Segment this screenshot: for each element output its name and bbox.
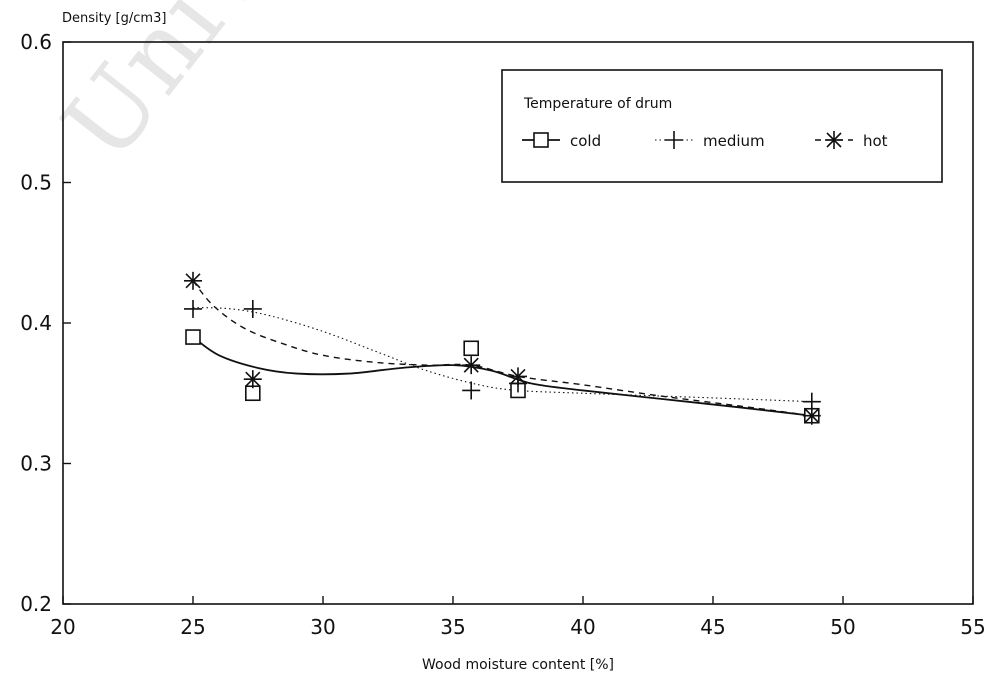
marker-layer bbox=[184, 271, 821, 425]
series-hot-point bbox=[802, 406, 821, 425]
legend-item-medium: medium bbox=[655, 131, 765, 150]
legend-title: Temperature of drum bbox=[523, 96, 672, 112]
series-medium-line bbox=[192, 306, 812, 403]
legend-label: medium bbox=[703, 132, 765, 150]
legend-items: cold medium hot bbox=[522, 131, 888, 150]
legend-swatch-marker bbox=[825, 131, 843, 149]
series-medium-point bbox=[243, 299, 262, 318]
series-cold-line bbox=[192, 336, 812, 417]
x-tick-label: 20 bbox=[50, 615, 75, 639]
y-tick-label: 0.6 bbox=[20, 30, 52, 54]
series-cold-point bbox=[185, 329, 201, 345]
y-axis-label: Density [g/cm3] bbox=[62, 11, 166, 26]
legend-swatch-marker bbox=[533, 132, 549, 148]
series-hot-line bbox=[192, 280, 812, 417]
x-tick-label: 55 bbox=[960, 615, 985, 639]
y-tick-label: 0.5 bbox=[20, 171, 52, 195]
x-tick-label: 30 bbox=[310, 615, 335, 639]
y-tick-label: 0.3 bbox=[20, 452, 52, 476]
x-tick-label: 25 bbox=[180, 615, 205, 639]
legend-box bbox=[501, 69, 943, 183]
x-axis-label: Wood moisture content [%] bbox=[422, 657, 614, 673]
series-hot-point bbox=[462, 356, 481, 375]
series-cold-point bbox=[463, 340, 480, 357]
legend-label: hot bbox=[863, 132, 888, 150]
y-tick-label: 0.4 bbox=[20, 311, 52, 335]
series-hot-point bbox=[509, 367, 527, 386]
legend-label: cold bbox=[570, 132, 601, 150]
series-cold-point bbox=[245, 385, 261, 402]
legend-swatch-marker bbox=[665, 131, 683, 149]
x-tick-label: 35 bbox=[440, 615, 465, 639]
series-medium-point bbox=[462, 381, 481, 400]
curve-layer bbox=[192, 280, 812, 417]
series-hot-point bbox=[243, 370, 262, 389]
series-medium-point bbox=[184, 299, 202, 318]
legend-item-cold: cold bbox=[522, 132, 601, 150]
x-tick-label: 40 bbox=[570, 615, 595, 639]
legend: Temperature of drum cold medium hot bbox=[501, 69, 943, 183]
legend-item-hot: hot bbox=[815, 131, 888, 150]
x-tick-label: 45 bbox=[700, 615, 725, 639]
x-tick-label: 50 bbox=[830, 615, 855, 639]
series-hot-point bbox=[184, 271, 202, 290]
tick-layer: 20 25 30 35 40 45 50 55 0.2 0.3 0.4 0.5 0.6 bbox=[20, 30, 986, 639]
y-tick-label: 0.2 bbox=[20, 592, 52, 616]
